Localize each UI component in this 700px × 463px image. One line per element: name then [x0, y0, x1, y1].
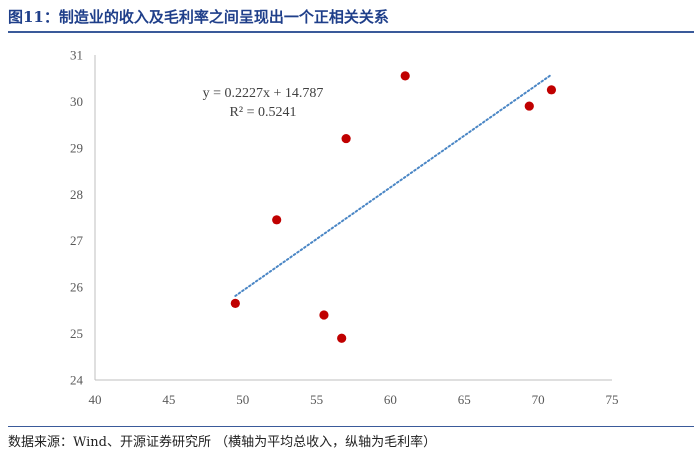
x-tick-label: 75 — [606, 392, 619, 407]
x-tick-label: 55 — [310, 392, 323, 407]
x-tick-label: 50 — [236, 392, 249, 407]
scatter-chart: 24 25 26 27 28 29 30 31 40 45 50 55 60 65 70 75 y = 0.… — [70, 48, 619, 408]
y-tick-label: 31 — [70, 48, 83, 63]
y-tick-label: 30 — [70, 94, 83, 109]
y-tick-label: 27 — [70, 233, 84, 248]
y-tick-label: 24 — [70, 373, 84, 388]
y-tick-label: 25 — [70, 326, 83, 341]
y-tick-label: 26 — [70, 280, 84, 295]
x-tick-label: 60 — [384, 392, 397, 407]
data-point — [272, 215, 282, 225]
data-points — [230, 71, 557, 343]
data-point — [341, 133, 351, 144]
data-point — [400, 71, 410, 81]
data-point — [546, 85, 557, 95]
data-point — [337, 333, 347, 343]
x-axis-ticks: 40 45 50 55 60 65 70 75 — [89, 392, 619, 407]
x-tick-label: 45 — [162, 392, 175, 407]
trendline — [234, 73, 553, 297]
data-point — [524, 101, 534, 111]
y-axis-ticks: 24 25 26 27 28 29 30 31 — [70, 48, 84, 388]
y-tick-label: 29 — [70, 140, 83, 155]
y-tick-label: 28 — [70, 187, 83, 202]
data-point — [319, 310, 329, 320]
x-tick-label: 40 — [89, 392, 102, 407]
chart-title: 图11：制造业的收入及毛利率之间呈现出一个正相关关系 — [8, 8, 389, 26]
footer-divider — [8, 426, 694, 427]
x-tick-label: 65 — [458, 392, 471, 407]
x-tick-label: 70 — [532, 392, 545, 407]
trendline-r-squared: R² = 0.5241 — [230, 105, 297, 120]
data-point — [230, 298, 240, 308]
source-note: 数据来源：Wind、开源证券研究所 （横轴为平均总收入，纵轴为毛利率） — [8, 435, 437, 450]
title-divider — [8, 31, 694, 33]
trendline-equation: y = 0.2227x + 14.787 — [203, 86, 324, 101]
